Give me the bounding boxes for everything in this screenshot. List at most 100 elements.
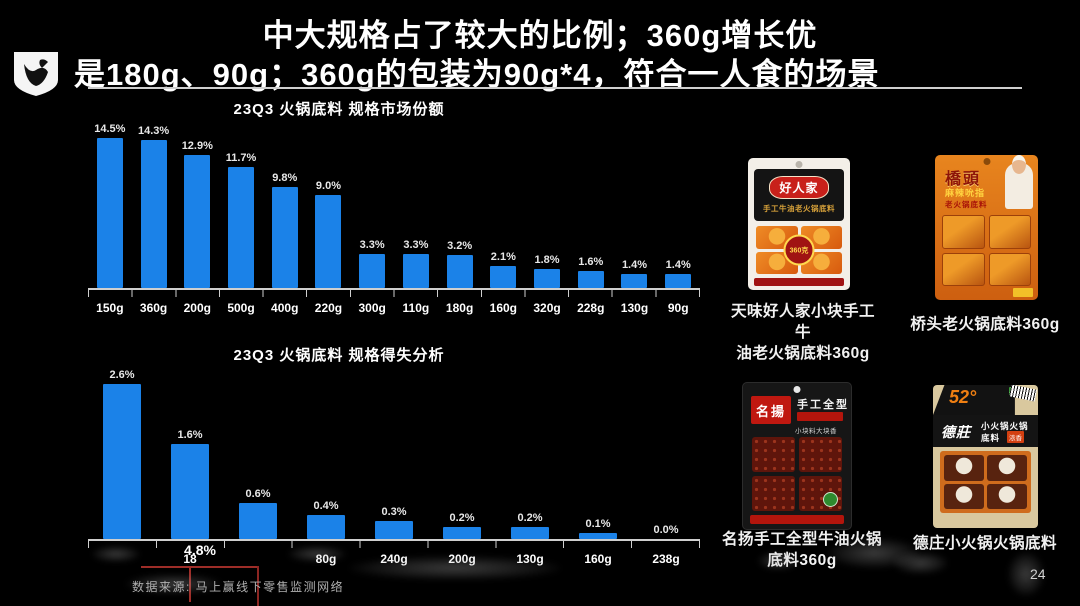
haorenjia-package-subtitle: 手工牛油老火锅底料 <box>763 204 835 213</box>
bar <box>359 253 386 288</box>
x-tick-label: 90g <box>667 301 689 315</box>
product-caption-dezhuang: 德庄小火锅火锅底料 <box>912 535 1057 552</box>
hang-hole <box>795 161 803 168</box>
dezhuang-package-text2: 底料 <box>981 433 1001 443</box>
bar-column: 1.4% <box>613 259 657 288</box>
chart-market-share: 23Q3 火锅底料 规格市场份额 14.5% 14.3% 12.9% 11.7% 9.8… <box>88 98 700 315</box>
bar-column: 0.2% <box>428 512 496 539</box>
bar <box>621 273 648 288</box>
bar-column: 14.3% <box>132 125 176 288</box>
bar-value-label: 11.7% <box>225 151 257 164</box>
bar-value-label: 3.2% <box>447 239 473 252</box>
bar-column: 0.3% <box>360 506 428 539</box>
hang-hole <box>983 158 990 165</box>
qiaotou-package-text: 麻辣吮指 <box>945 188 986 198</box>
dezhuang-brand-band: 德莊 小火锅火锅 底料 浓香 <box>933 415 1038 447</box>
x-tick-label: 150g <box>96 301 124 315</box>
dezhuang-top-panel <box>933 385 1015 415</box>
bar-value-label: 0.1% <box>585 518 611 531</box>
bar <box>239 503 277 539</box>
bar-value-label: 0.3% <box>381 506 407 519</box>
chart-gain-loss-title: 23Q3 火锅底料 规格得失分析 <box>233 347 445 364</box>
bar-value-label: 1.6% <box>177 428 203 441</box>
x-tick-label: 180g <box>445 301 474 315</box>
bar-column: 0.0% <box>632 524 700 539</box>
bar-column: 1.6% <box>156 429 224 539</box>
bar-value-label: 14.5% <box>94 123 126 135</box>
corner-tag <box>1013 288 1033 297</box>
product-caption-qiaotou: 桥头老火锅底料360g <box>910 316 1060 333</box>
bar-value-label: 2.1% <box>490 251 516 264</box>
bar-column: 9.0% <box>307 180 351 288</box>
mingyang-brand-logo: 名揚 <box>751 396 791 424</box>
x-tick-label: 18 <box>183 552 197 566</box>
bar-value-label: 1.4% <box>665 258 691 271</box>
weight-badge: 360克 <box>783 234 815 266</box>
bar-column: 1.8% <box>525 254 569 288</box>
x-tick-label: 200g <box>183 301 211 315</box>
bar-value-label: 0.0% <box>653 524 679 536</box>
dezhuang-package-text: 小火锅火锅 <box>981 421 1029 431</box>
bar <box>579 533 617 539</box>
bar <box>490 266 517 288</box>
x-axis <box>88 539 700 548</box>
bar <box>315 194 342 288</box>
bar-value-label: 9.8% <box>272 171 298 184</box>
x-tick-label: 130g <box>516 552 544 566</box>
dezhuang-tray <box>940 451 1031 513</box>
bar <box>443 527 481 539</box>
bar-value-label: 0.2% <box>449 512 475 525</box>
chef-figure <box>1005 155 1033 209</box>
bracket-line-horizontal <box>141 566 258 568</box>
dezhuang-brand-logo: 德莊 <box>941 425 971 441</box>
x-tick-label: 500g <box>227 301 255 315</box>
bar-value-label: 1.8% <box>534 254 560 267</box>
x-tick-label: 160g <box>584 552 612 566</box>
flavor-chip: 浓香 <box>1007 431 1024 443</box>
chart-market-share-title: 23Q3 火锅底料 规格市场份额 <box>233 101 445 118</box>
bar <box>577 271 604 288</box>
bar-value-label: 3.3% <box>403 238 429 251</box>
product-caption-haorenjia: 天味好人家小块手工牛 油老火锅底料360g <box>730 303 875 362</box>
bar <box>96 138 123 288</box>
x-tick-label <box>88 548 156 566</box>
x-axis <box>88 288 700 297</box>
bar <box>402 253 429 288</box>
bar-value-label: 1.6% <box>578 256 604 269</box>
qiaotou-blocks <box>942 215 1031 286</box>
bar <box>103 384 141 539</box>
bar <box>307 515 345 539</box>
bar <box>228 166 255 288</box>
mingyang-blocks <box>752 437 842 511</box>
x-tick-label: 240g <box>380 552 408 566</box>
product-image-haorenjia: 好人家 手工牛油老火锅底料 360克 <box>748 158 850 290</box>
bar <box>140 140 167 288</box>
bar <box>171 443 209 539</box>
bar <box>271 186 298 288</box>
smudge-artifact <box>893 552 948 574</box>
x-tick-label: 110g <box>402 301 430 315</box>
bar-column: 0.2% <box>496 512 564 539</box>
haorenjia-blocks: 360克 <box>756 226 842 274</box>
bar-value-label: 12.9% <box>181 139 213 152</box>
bar-value-label: 0.4% <box>313 500 339 513</box>
bar-column: 3.3% <box>394 239 438 288</box>
bar-value-label: 2.6% <box>109 369 135 381</box>
chart-gain-loss: 23Q3 火锅底料 规格得失分析 4.8% 2.6% 1.6% 0.6% 0.4% 0.… <box>88 344 700 606</box>
x-axis-labels: 18 80g 240g 200g 130g 160g 238g <box>88 548 700 566</box>
bar <box>446 254 473 288</box>
x-tick-label: 130g <box>620 301 649 315</box>
bar-column: 9.8% <box>263 172 307 288</box>
bar-column: 0.4% <box>292 500 360 539</box>
bar-column: 2.1% <box>481 251 525 288</box>
x-tick-label: 80g <box>315 552 337 566</box>
bar-column: 0.1% <box>564 518 632 539</box>
qiaotou-brand-logo: 橋頭 <box>945 169 982 188</box>
bar-value-label: 0.6% <box>245 488 271 501</box>
hang-hole <box>793 386 801 393</box>
product-caption-mingyang: 名扬手工全型牛油火锅 底料360g <box>722 531 883 569</box>
x-tick-label <box>224 548 292 566</box>
product-image-dezhuang: 52° 德莊 小火锅火锅 底料 浓香 <box>933 385 1038 528</box>
x-tick-label: 300g <box>358 301 386 315</box>
